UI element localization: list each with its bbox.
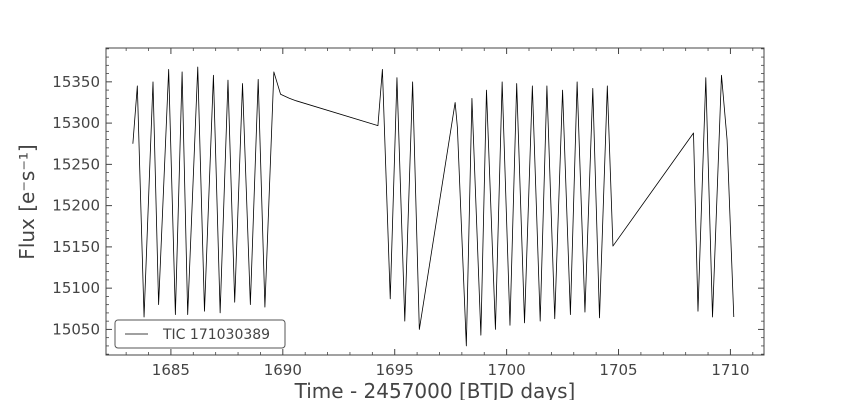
y-tick-label: 15150 bbox=[52, 238, 100, 256]
x-axis-ticks: 1685 1690 1695 1700 1705 1710 bbox=[125, 48, 754, 379]
legend-series-name: TIC 171030389 bbox=[162, 327, 270, 343]
y-tick-label: 15250 bbox=[52, 155, 100, 173]
y-tick-label: 15200 bbox=[52, 197, 100, 215]
x-tick-label: 1690 bbox=[264, 361, 302, 379]
x-tick-label: 1700 bbox=[488, 361, 526, 379]
y-tick-label: 15300 bbox=[52, 114, 100, 132]
y-tick-label: 15050 bbox=[52, 320, 100, 338]
x-tick-label: 1685 bbox=[152, 361, 190, 379]
x-tick-label: 1710 bbox=[711, 361, 749, 379]
plot-frame bbox=[105, 47, 765, 356]
series-line-0 bbox=[132, 66, 735, 347]
legend-box bbox=[114, 319, 286, 349]
x-tick-label: 1695 bbox=[376, 361, 414, 379]
y-axis-label: Flux [e⁻s⁻¹] bbox=[15, 144, 39, 259]
x-axis-label: Time - 2457000 [BTJD days] bbox=[294, 379, 576, 400]
legend: TIC 171030389 bbox=[114, 319, 286, 349]
y-tick-label: 15350 bbox=[52, 73, 100, 91]
x-tick-label: 1705 bbox=[599, 361, 637, 379]
series-layer bbox=[132, 66, 735, 347]
y-tick-label: 15100 bbox=[52, 279, 100, 297]
y-axis-ticks: 15050 15100 15150 15200 15250 15300 15350 bbox=[52, 48, 764, 355]
